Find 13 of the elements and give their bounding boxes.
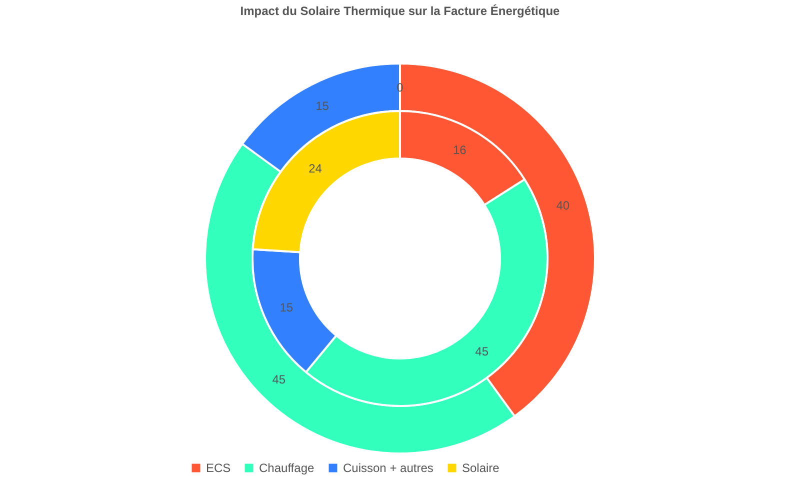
data-label: 45 (475, 344, 489, 358)
data-label: 45 (272, 372, 286, 387)
text: 0 (396, 80, 404, 94)
data-label: 15 (316, 98, 330, 113)
legend-label: Solaire (462, 461, 500, 475)
data-label: 15 (280, 300, 294, 315)
legend-label: ECS (206, 461, 231, 475)
legend-label: Chauffage (259, 461, 314, 475)
legend-label: Cuisson + autres (343, 461, 434, 475)
chart-title: Impact du Solaire Thermique sur la Facture Énergétique (240, 4, 560, 18)
data-label: 40 (556, 198, 570, 213)
data-label: 24 (308, 161, 322, 176)
data-label: 16 (452, 143, 467, 158)
